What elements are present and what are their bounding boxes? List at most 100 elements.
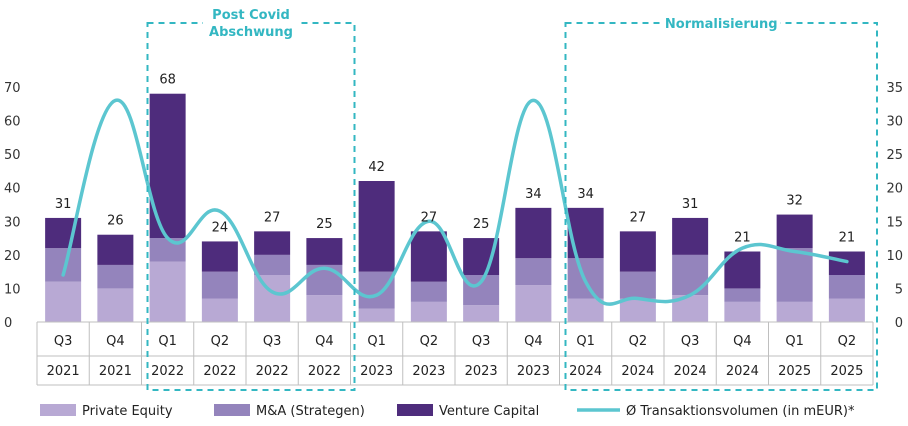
y-right-tick-label: 30 [886,115,903,130]
bar-segment-venture-capital [306,238,343,265]
bar-segment-m-a-strategen [515,258,552,286]
x-tick-label-year: 2024 [726,364,759,379]
y-axis-left: 0 10 20 30 40 50 60 70 [4,81,21,331]
y-right-tick-label: 5 [895,282,903,297]
bar-segment-private-equity [463,305,500,322]
x-tick-label-quarter: Q1 [367,334,386,349]
bar-segment-venture-capital [567,207,604,259]
x-tick-label-year: 2022 [308,364,341,379]
annotation-label: Abschwung [209,25,293,40]
y-left-tick-label: 70 [4,81,21,96]
legend-label: M&A (Strategen) [256,404,365,419]
bar-segment-venture-capital [201,241,238,272]
total-data-label: 31 [682,197,699,212]
y-left-tick-label: 30 [4,215,21,230]
bar-segment-m-a-strategen [97,264,134,289]
bar-segment-m-a-strategen [254,254,291,275]
y-right-tick-label: 10 [886,249,903,264]
bar-segment-m-a-strategen [724,288,761,302]
bar-segment-private-equity [724,301,761,322]
x-tick-label-quarter: Q3 [263,334,282,349]
bar-segment-m-a-strategen [776,248,813,302]
total-data-label: 42 [368,160,385,175]
x-tick-label-year: 2024 [621,364,654,379]
x-tick-label-quarter: Q1 [158,334,177,349]
x-tick-label-year: 2025 [830,364,863,379]
x-tick-label-year: 2022 [256,364,289,379]
legend-label: Private Equity [82,404,173,419]
x-tick-label-year: 2024 [569,364,602,379]
x-tick-label-year: 2024 [674,364,707,379]
x-tick-label-year: 2023 [517,364,550,379]
annotation-label: Post Covid [212,8,290,23]
x-tick-label-quarter: Q1 [576,334,595,349]
bar-segment-venture-capital [672,217,709,255]
legend-label: Venture Capital [439,404,539,419]
annotations: Post Covid Abschwung Normalisierung [146,5,878,391]
bar-segment-venture-capital [254,231,291,255]
x-axis: Q3 2021 Q4 2021 Q1 2022 Q2 2022 Q3 2022 Q4 2022 Q1 20… [36,321,874,386]
x-tick-label-quarter: Q4 [733,334,752,349]
y-right-tick-label: 15 [886,215,903,230]
bar-segment-private-equity [306,295,343,322]
line-series-path [61,98,849,306]
bar-segment-private-equity [97,288,134,322]
bar-segment-m-a-strategen [358,271,395,309]
x-tick-label-year: 2025 [778,364,811,379]
total-data-label: 27 [264,210,281,225]
bar-segment-private-equity [45,281,82,322]
x-tick-label-year: 2021 [47,364,80,379]
y-left-tick-label: 10 [4,282,21,297]
bar-segment-private-equity [410,301,447,322]
annotation-label-bg [203,5,299,43]
legend-swatch [40,404,76,416]
x-tick-label-quarter: Q4 [315,334,334,349]
y-left-tick-label: 50 [4,148,21,163]
x-tick-label-quarter: Q4 [524,334,543,349]
y-right-tick-label: 20 [886,182,903,197]
x-tick-label-year: 2023 [412,364,445,379]
bar-segment-venture-capital [515,207,552,259]
y-left-tick-label: 0 [4,316,12,331]
total-data-label: 21 [734,231,751,246]
y-right-tick-label: 0 [895,316,903,331]
x-tick-label-quarter: Q2 [838,334,857,349]
x-tick-label-quarter: Q2 [211,334,230,349]
y-left-tick-label: 20 [4,249,21,264]
x-tick-label-year: 2021 [99,364,132,379]
y-axis-right: 0 5 10 15 20 25 30 35 [886,81,903,331]
bar-segment-venture-capital [410,231,447,282]
bar-segment-venture-capital [97,234,134,265]
y-left-tick-label: 60 [4,115,21,130]
x-tick-label-year: 2022 [151,364,184,379]
total-data-label: 27 [630,210,647,225]
total-data-label: 24 [212,220,229,235]
bar-segment-private-equity [254,275,291,322]
bar-segment-private-equity [515,285,552,322]
bar-segment-m-a-strategen [619,271,656,299]
y-right-tick-label: 35 [886,81,903,96]
total-data-label: 34 [577,187,594,202]
annotation-label: Normalisierung [665,17,778,32]
x-tick-label-quarter: Q1 [785,334,804,349]
bar-segment-m-a-strategen [828,275,865,299]
total-data-label: 34 [525,187,542,202]
x-tick-label-quarter: Q3 [472,334,491,349]
total-data-label: 25 [473,217,490,232]
x-tick-label-quarter: Q2 [629,334,648,349]
x-tick-label-year: 2022 [203,364,236,379]
bar-segment-private-equity [567,298,604,322]
total-data-label: 32 [786,194,803,209]
legend-swatch [397,404,433,416]
bars [45,93,865,322]
data-labels: 31 26 68 24 27 25 42 27 25 34 34 27 31 21 32 21 [55,73,855,246]
bar-segment-private-equity [828,298,865,322]
total-data-label: 27 [421,210,438,225]
x-tick-label-quarter: Q3 [681,334,700,349]
bar-segment-m-a-strategen [672,254,709,296]
bar-segment-private-equity [619,298,656,322]
bar-segment-private-equity [149,261,186,322]
bar-segment-private-equity [776,301,813,322]
bar-segment-venture-capital [776,214,813,249]
